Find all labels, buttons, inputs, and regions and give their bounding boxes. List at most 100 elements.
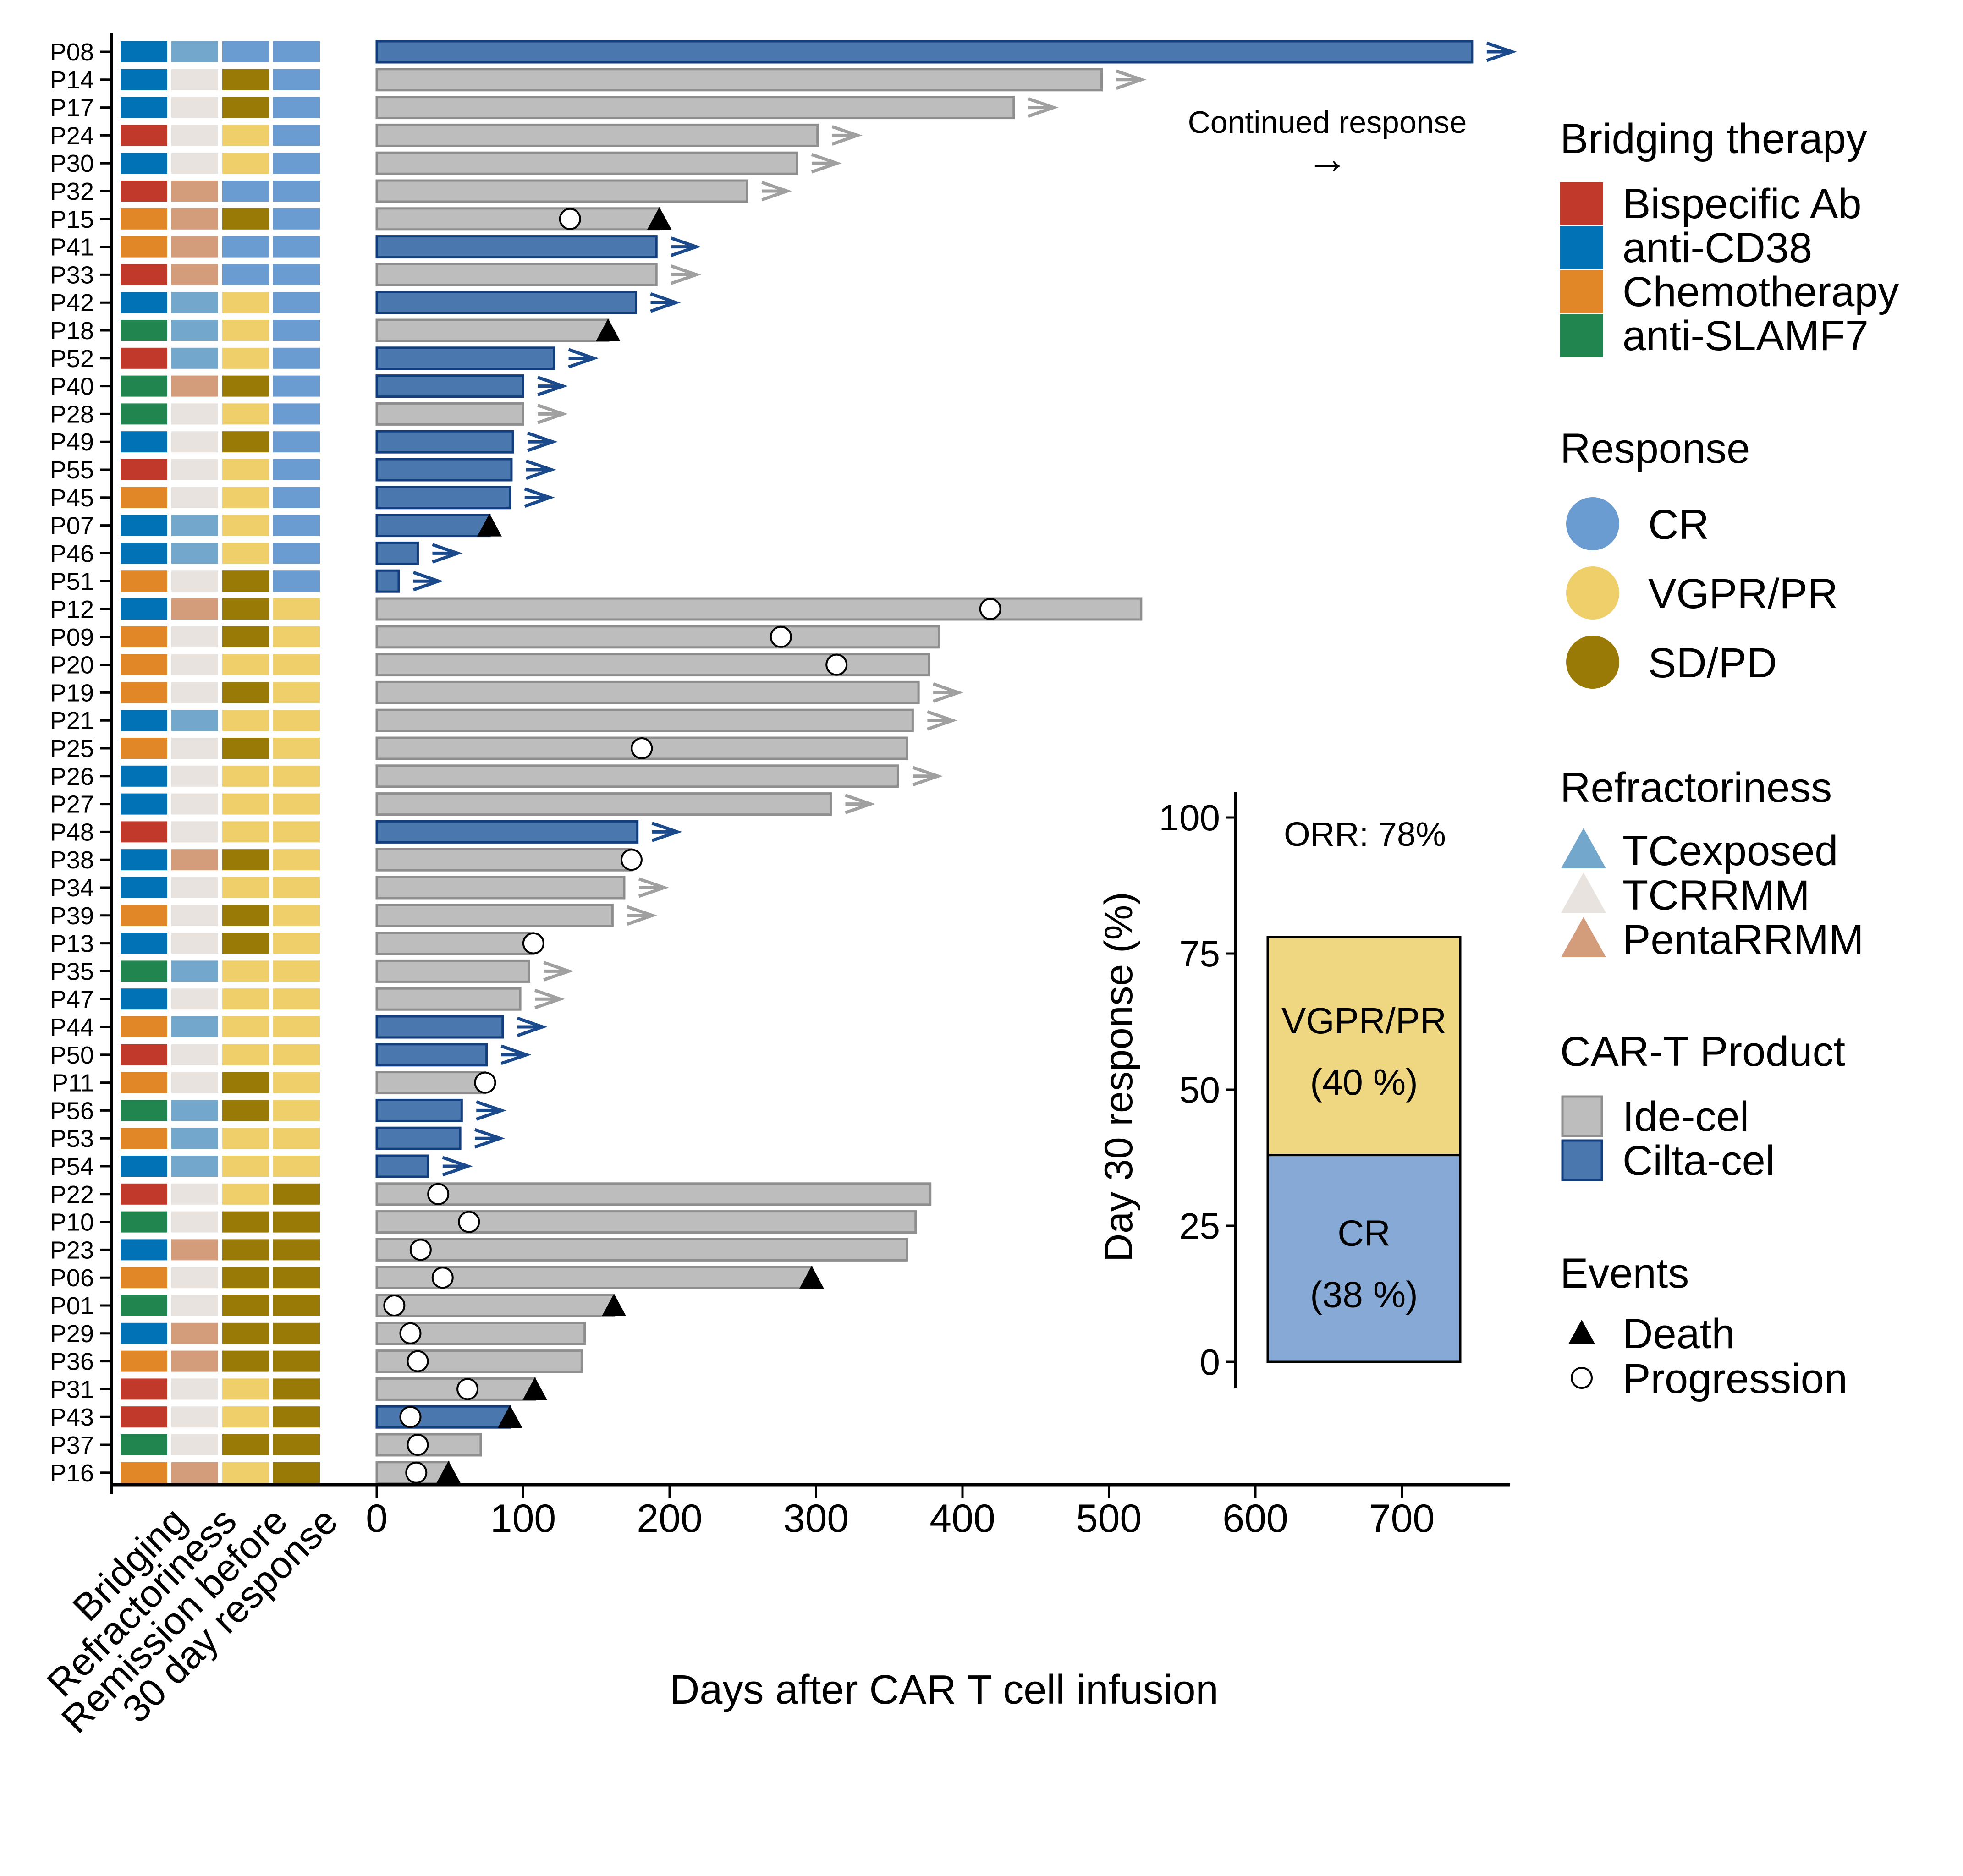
patient-label-p45: P45 bbox=[50, 484, 94, 512]
refractoriness-cell-p11 bbox=[171, 1072, 218, 1093]
patient-label-p51: P51 bbox=[50, 568, 94, 595]
refractoriness-cell-p12 bbox=[171, 598, 218, 620]
response30-cell-p11 bbox=[273, 1072, 320, 1093]
response30-cell-p32 bbox=[273, 181, 320, 202]
remission-cell-p55 bbox=[222, 459, 269, 480]
bridging-cell-p19 bbox=[121, 682, 167, 703]
refractoriness-cell-p41 bbox=[171, 236, 218, 258]
continued-arrow-p21 bbox=[927, 710, 958, 731]
continued-arrow-p49 bbox=[527, 431, 558, 452]
patient-label-p54: P54 bbox=[50, 1153, 94, 1180]
bridging-cell-p56 bbox=[121, 1100, 167, 1121]
bar-p32 bbox=[375, 179, 748, 203]
refractoriness-cell-p50 bbox=[171, 1044, 218, 1065]
bar-p18 bbox=[375, 318, 610, 342]
progression-marker-p15 bbox=[559, 208, 581, 230]
legend-label-cilta-cel: Cilta-cel bbox=[1622, 1137, 1775, 1184]
death-marker-p07 bbox=[477, 513, 502, 537]
patient-label-p46: P46 bbox=[50, 540, 94, 567]
bridging-cell-p40 bbox=[121, 375, 167, 397]
progression-marker-p10 bbox=[458, 1211, 480, 1233]
bridging-cell-p27 bbox=[121, 793, 167, 815]
bridging-cell-p14 bbox=[121, 69, 167, 90]
bridging-cell-p20 bbox=[121, 654, 167, 675]
legend-swatch-sd-pd bbox=[1566, 636, 1619, 689]
bridging-cell-p36 bbox=[121, 1350, 167, 1372]
death-marker-p06 bbox=[799, 1266, 824, 1289]
progression-marker-p06 bbox=[431, 1267, 454, 1289]
bar-p08 bbox=[375, 40, 1474, 64]
patient-label-p56: P56 bbox=[50, 1097, 94, 1125]
bridging-cell-p33 bbox=[121, 264, 167, 285]
bar-p01 bbox=[375, 1294, 616, 1317]
legend-swatch-cr bbox=[1566, 497, 1619, 550]
response30-cell-p49 bbox=[273, 431, 320, 453]
refractoriness-cell-p32 bbox=[171, 181, 218, 202]
bar-p53 bbox=[375, 1126, 462, 1150]
legend-swatch-death bbox=[1568, 1320, 1595, 1344]
bridging-cell-p06 bbox=[121, 1267, 167, 1289]
patient-label-p10: P10 bbox=[50, 1209, 94, 1236]
bar-p48 bbox=[375, 820, 639, 844]
patient-label-p22: P22 bbox=[50, 1181, 94, 1208]
bridging-cell-p30 bbox=[121, 153, 167, 174]
response30-cell-p21 bbox=[273, 710, 320, 731]
refractoriness-cell-p26 bbox=[171, 765, 218, 787]
legend-swatch-vgpr-pr bbox=[1566, 566, 1619, 620]
bridging-cell-p49 bbox=[121, 431, 167, 453]
bridging-cell-p44 bbox=[121, 1016, 167, 1037]
patient-label-p40: P40 bbox=[50, 373, 94, 400]
refractoriness-cell-p01 bbox=[171, 1295, 218, 1316]
patient-label-p31: P31 bbox=[50, 1376, 94, 1403]
remission-cell-p26 bbox=[222, 765, 269, 787]
remission-cell-p31 bbox=[222, 1378, 269, 1400]
refractoriness-cell-p19 bbox=[171, 682, 218, 703]
inset-bar-cr bbox=[1266, 1154, 1462, 1363]
refractoriness-cell-p20 bbox=[171, 654, 218, 675]
bridging-cell-p52 bbox=[121, 347, 167, 369]
response30-cell-p25 bbox=[273, 738, 320, 759]
bar-p19 bbox=[375, 680, 920, 704]
response30-cell-p54 bbox=[273, 1156, 320, 1177]
response30-cell-p23 bbox=[273, 1239, 320, 1261]
legend-label-vgpr-pr: VGPR/PR bbox=[1648, 570, 1838, 617]
response30-cell-p29 bbox=[273, 1322, 320, 1344]
patient-label-p38: P38 bbox=[50, 846, 94, 874]
bridging-cell-p48 bbox=[121, 821, 167, 843]
remission-cell-p33 bbox=[222, 264, 269, 285]
remission-cell-p01 bbox=[222, 1295, 269, 1316]
remission-cell-p46 bbox=[222, 543, 269, 564]
x-tick-label: 0 bbox=[366, 1497, 388, 1541]
response30-cell-p44 bbox=[273, 1016, 320, 1037]
refractoriness-cell-p31 bbox=[171, 1378, 218, 1400]
legend-label-anti-cd38: anti-CD38 bbox=[1622, 225, 1812, 271]
continued-arrow-p26 bbox=[912, 766, 943, 787]
bar-p39 bbox=[375, 904, 614, 927]
remission-cell-p52 bbox=[222, 347, 269, 369]
refractoriness-cell-p56 bbox=[171, 1100, 218, 1121]
response30-cell-p17 bbox=[273, 97, 320, 118]
refractoriness-cell-p39 bbox=[171, 905, 218, 926]
response30-cell-p50 bbox=[273, 1044, 320, 1065]
refractoriness-cell-p42 bbox=[171, 292, 218, 313]
response30-cell-p33 bbox=[273, 264, 320, 285]
continued-arrow-p50 bbox=[500, 1044, 532, 1065]
inset-bar-pct-vgpr-pr: (40 %) bbox=[1310, 1062, 1418, 1103]
legend-title-bridging: Bridging therapy bbox=[1560, 115, 1867, 162]
bar-p51 bbox=[375, 569, 400, 593]
continued-response-arrow: → bbox=[1306, 136, 1348, 182]
patient-label-p20: P20 bbox=[50, 652, 94, 679]
patient-label-p50: P50 bbox=[50, 1042, 94, 1069]
remission-cell-p10 bbox=[222, 1211, 269, 1233]
bar-p33 bbox=[375, 263, 658, 286]
progression-marker-p01 bbox=[383, 1295, 406, 1316]
continued-arrow-p28 bbox=[537, 404, 568, 424]
remission-cell-p22 bbox=[222, 1183, 269, 1205]
continued-arrow-p19 bbox=[933, 682, 963, 703]
remission-cell-p42 bbox=[222, 292, 269, 313]
response-heatmap bbox=[121, 41, 320, 1483]
remission-cell-p38 bbox=[222, 849, 269, 871]
x-axis-title: Days after CAR T cell infusion bbox=[670, 1667, 1218, 1713]
refractoriness-cell-p16 bbox=[171, 1462, 218, 1483]
legend-label-tcrrmm: TCRRMM bbox=[1622, 872, 1810, 919]
